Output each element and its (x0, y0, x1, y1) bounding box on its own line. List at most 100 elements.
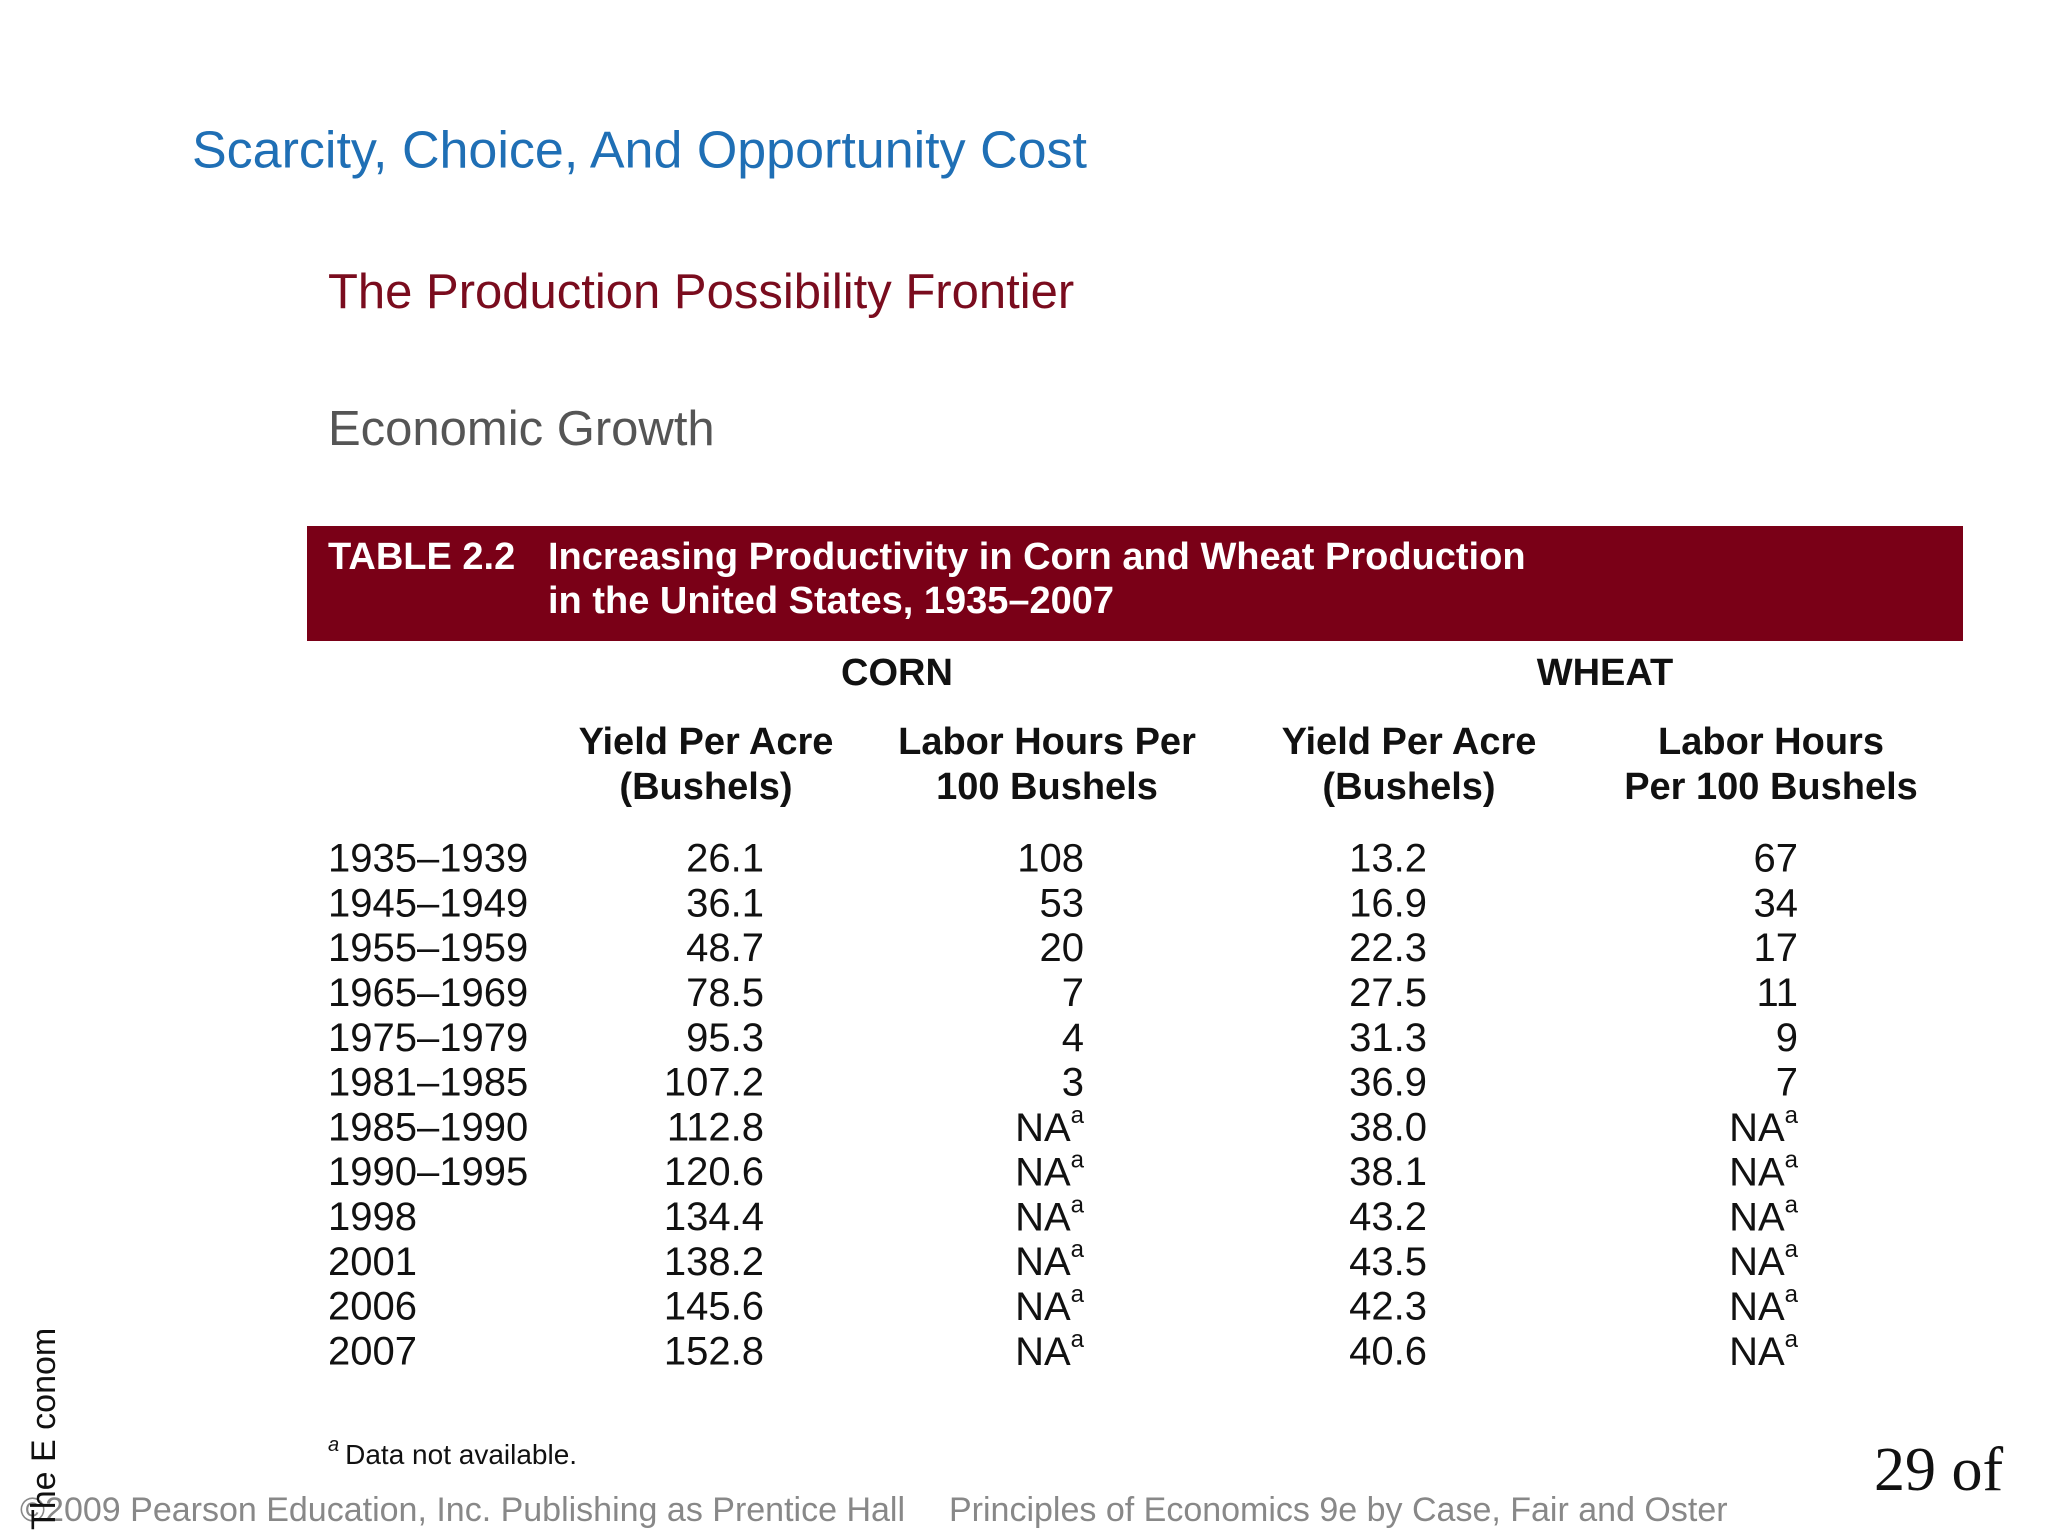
cell-note: a (1071, 1102, 1085, 1129)
table-cell: 34 (1754, 881, 1799, 925)
table-cell: 120.6 (664, 1150, 764, 1194)
table-cell: 78.5 (686, 971, 764, 1015)
row-label: 2006 (328, 1285, 417, 1329)
row-label: 1981–1985 (328, 1061, 528, 1105)
cell-note: a (1071, 1281, 1085, 1308)
row-label: 1955–1959 (328, 926, 528, 970)
table-cell: 107.2 (664, 1061, 764, 1105)
table-cell: 145.6 (664, 1285, 764, 1329)
table-cell: NAa (1015, 1236, 1085, 1284)
table-cell: NAa (1729, 1102, 1799, 1150)
table-cell: 43.5 (1349, 1240, 1427, 1284)
cell-note: a (1071, 1326, 1085, 1353)
column-header: Yield Per Acre (1282, 721, 1537, 763)
column-header: Yield Per Acre (579, 721, 834, 763)
table-caption: Increasing Productivity in Corn and Whea… (548, 536, 1526, 578)
column-header: (Bushels) (1322, 766, 1495, 808)
table-cell: 36.1 (686, 881, 764, 925)
cell-text: NA (1015, 1150, 1071, 1194)
table-cell: 36.9 (1349, 1061, 1427, 1105)
table-cell: NAa (1015, 1191, 1085, 1239)
table-cell: 42.3 (1349, 1285, 1427, 1329)
column-header: 100 Bushels (936, 766, 1158, 808)
table-cell: 20 (1040, 926, 1085, 970)
row-label: 1975–1979 (328, 1016, 528, 1060)
cell-note: a (1785, 1281, 1799, 1308)
cell-text: NA (1729, 1240, 1785, 1284)
table-cell: NAa (1729, 1326, 1799, 1374)
column-header: Labor Hours Per (898, 721, 1196, 763)
cell-text: NA (1015, 1240, 1071, 1284)
table-cell: NAa (1015, 1326, 1085, 1374)
table-cell: 38.0 (1349, 1105, 1427, 1149)
cell-note: a (1785, 1102, 1799, 1129)
table-caption-bar (307, 526, 1963, 641)
cell-text: NA (1729, 1285, 1785, 1329)
footnote-marker: a (328, 1434, 339, 1456)
row-label: 1990–1995 (328, 1150, 528, 1194)
table-cell: 95.3 (686, 1016, 764, 1060)
table-cell: NAa (1729, 1191, 1799, 1239)
table-cell: NAa (1015, 1281, 1085, 1329)
row-label: 1965–1969 (328, 971, 528, 1015)
cell-note: a (1071, 1146, 1085, 1173)
table-cell: NAa (1729, 1236, 1799, 1284)
table-cell: 67 (1754, 837, 1799, 881)
table-caption: in the United States, 1935–2007 (548, 580, 1114, 622)
table-cell: 38.1 (1349, 1150, 1427, 1194)
subtitle: The Production Possibility Frontier (328, 265, 1074, 319)
footnote: a Data not available. (328, 1434, 577, 1470)
row-label: 1945–1949 (328, 881, 528, 925)
page-number: 29 of (1874, 1436, 2004, 1504)
table-cell: 53 (1040, 881, 1085, 925)
table-cell: 108 (1017, 837, 1084, 881)
table-cell: 16.9 (1349, 881, 1427, 925)
table-cell: 152.8 (664, 1329, 764, 1373)
column-header: Per 100 Bushels (1624, 766, 1918, 808)
column-header: (Bushels) (619, 766, 792, 808)
row-label: 2007 (328, 1329, 417, 1373)
table-cell: 134.4 (664, 1195, 764, 1239)
table-cell: NAa (1015, 1146, 1085, 1194)
copyright: ©2009 Pearson Education, Inc. Publishing… (20, 1491, 905, 1529)
section-title: Economic Growth (328, 402, 715, 456)
table-cell: 7 (1062, 971, 1084, 1015)
row-label: 1985–1990 (328, 1105, 528, 1149)
cell-text: NA (1015, 1195, 1071, 1239)
footnote-text: Data not available. (345, 1439, 577, 1470)
table-cell: 11 (1756, 971, 1798, 1015)
table-cell: NAa (1015, 1102, 1085, 1150)
table-cell: 138.2 (664, 1240, 764, 1284)
cell-text: NA (1729, 1329, 1785, 1373)
row-label: 1935–1939 (328, 837, 528, 881)
table-cell: NAa (1729, 1146, 1799, 1194)
table-cell: 26.1 (686, 837, 764, 881)
cell-note: a (1785, 1236, 1799, 1263)
cell-note: a (1785, 1326, 1799, 1353)
table-body: Yield Per Acre(Bushels)Labor Hours Per10… (328, 721, 1918, 1373)
table-cell: 4 (1062, 1016, 1084, 1060)
table-cell: 22.3 (1349, 926, 1427, 970)
group-header: WHEAT (1537, 652, 1674, 694)
cell-text: NA (1729, 1105, 1785, 1149)
column-header: Labor Hours (1658, 721, 1884, 763)
table-cell: 40.6 (1349, 1329, 1427, 1373)
cell-text: NA (1729, 1150, 1785, 1194)
book-credit: Principles of Economics 9e by Case, Fair… (949, 1491, 1728, 1529)
group-header: CORN (841, 652, 953, 694)
table-cell: 43.2 (1349, 1195, 1427, 1239)
table-label: TABLE 2.2 (328, 536, 515, 578)
table-cell: 17 (1754, 926, 1799, 970)
cell-note: a (1071, 1191, 1085, 1218)
row-label: 2001 (328, 1240, 417, 1284)
table-cell: 31.3 (1349, 1016, 1427, 1060)
cell-text: NA (1015, 1105, 1071, 1149)
table-cell: 3 (1062, 1061, 1084, 1105)
table-cell: 7 (1776, 1061, 1798, 1105)
cell-text: NA (1015, 1329, 1071, 1373)
table-cell: 13.2 (1349, 837, 1427, 881)
table-cell: NAa (1729, 1281, 1799, 1329)
cell-note: a (1785, 1191, 1799, 1218)
row-label: 1998 (328, 1195, 417, 1239)
